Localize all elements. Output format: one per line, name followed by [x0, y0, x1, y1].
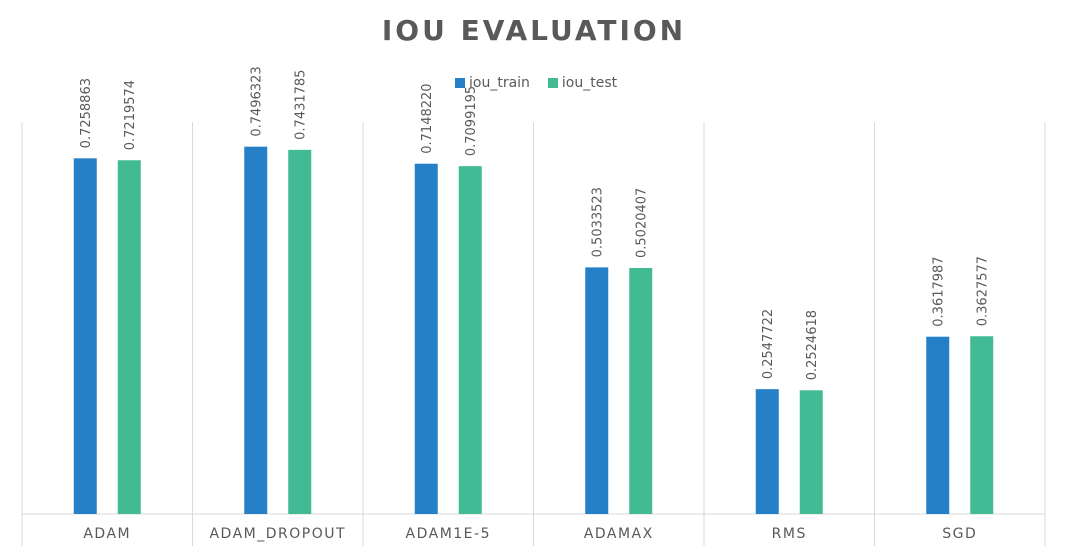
- bar-iou-train-adam_dropout: [244, 146, 268, 514]
- data-label: 0.7099195: [464, 86, 479, 156]
- data-label: 0.7258863: [79, 78, 94, 148]
- legend-swatch-train: [455, 78, 465, 88]
- data-label: 0.2547722: [761, 309, 776, 379]
- x-tick-label: SGD: [942, 526, 977, 542]
- legend-item-test: iou_test: [547, 75, 618, 91]
- chart-title: IOU EVALUATION: [381, 14, 687, 47]
- bar-iou-test-adam1e-5: [458, 166, 482, 514]
- data-label: 0.7496323: [250, 66, 265, 136]
- bar-iou-train-adamax: [585, 267, 609, 514]
- data-label: 0.7219574: [123, 80, 138, 150]
- bar-iou-train-adam1e-5: [414, 163, 438, 514]
- x-tick-label: RMS: [772, 526, 807, 542]
- x-tick-label: ADAMAX: [584, 526, 654, 542]
- legend-label-test: iou_test: [561, 75, 618, 91]
- bar-iou-train-rms: [755, 389, 779, 514]
- data-label: 0.5033523: [591, 187, 606, 257]
- data-label: 0.2524618: [805, 310, 820, 380]
- legend-item-train: iou_train: [455, 75, 530, 91]
- data-label: 0.3617987: [932, 256, 947, 326]
- x-tick-label: ADAM_DROPOUT: [209, 526, 346, 542]
- data-label: 0.7148220: [420, 83, 435, 153]
- bar-iou-test-rms: [799, 390, 823, 514]
- data-label: 0.7431785: [294, 70, 309, 140]
- data-label: 0.3627577: [976, 256, 991, 326]
- x-tick-label: ADAM: [83, 526, 131, 542]
- bar-iou-test-adam: [117, 160, 141, 514]
- legend-label-train: iou_train: [469, 75, 530, 91]
- bar-iou-test-adamax: [629, 268, 653, 514]
- legend-swatch-test: [547, 78, 558, 88]
- bar-iou-train-adam: [73, 158, 97, 514]
- x-tick-label: ADAM1E-5: [406, 526, 491, 542]
- legend: iou_train iou_test: [455, 75, 617, 91]
- bar-iou-test-sgd: [970, 336, 994, 514]
- bar-iou-test-adam_dropout: [288, 149, 312, 514]
- bar-iou-train-sgd: [926, 336, 950, 514]
- data-label: 0.5020407: [635, 188, 650, 258]
